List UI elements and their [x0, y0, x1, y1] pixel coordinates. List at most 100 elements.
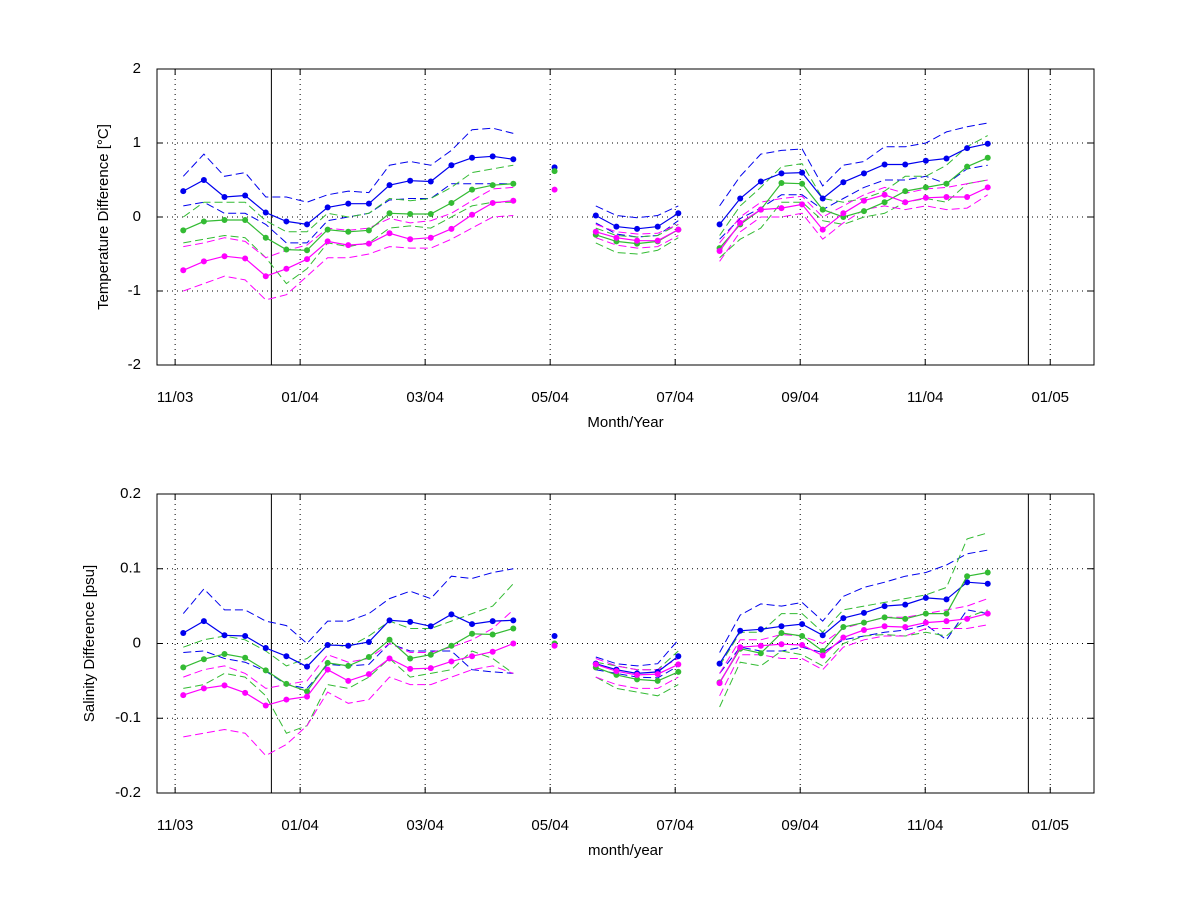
marker — [510, 640, 517, 647]
marker — [922, 619, 929, 626]
marker — [902, 161, 909, 168]
marker — [654, 677, 661, 684]
marker — [675, 653, 682, 660]
marker — [778, 630, 785, 637]
marker — [345, 662, 352, 669]
marker — [407, 618, 414, 625]
marker — [881, 623, 888, 630]
marker — [757, 642, 764, 649]
x-tick-label: 01/05 — [1031, 817, 1069, 834]
marker — [386, 210, 393, 217]
marker — [304, 247, 311, 254]
marker — [778, 623, 785, 630]
marker — [551, 642, 558, 649]
marker — [675, 226, 682, 233]
marker — [365, 240, 372, 247]
x-tick-label: 11/04 — [907, 817, 943, 834]
marker — [180, 267, 187, 274]
x-tick-label: 11/03 — [157, 389, 193, 406]
marker — [840, 615, 847, 622]
x-tick-label: 07/04 — [656, 817, 694, 834]
marker — [902, 615, 909, 622]
marker — [427, 651, 434, 658]
y-tick-label: -0.1 — [115, 709, 141, 726]
y-tick-label: 0 — [133, 208, 141, 225]
marker — [448, 658, 455, 665]
marker — [654, 671, 661, 678]
marker — [613, 668, 620, 675]
y-tick-label: 0.1 — [120, 560, 141, 577]
x-tick-label: 01/04 — [281, 389, 319, 406]
marker — [964, 163, 971, 170]
marker — [304, 256, 311, 263]
marker — [345, 200, 352, 207]
marker — [757, 626, 764, 633]
marker — [881, 614, 888, 621]
marker — [221, 216, 228, 223]
marker — [551, 186, 558, 193]
marker — [943, 610, 950, 617]
marker — [242, 689, 249, 696]
y-axis-label: Salinity Difference [psu] — [81, 565, 98, 722]
marker — [407, 236, 414, 243]
marker — [757, 650, 764, 657]
marker — [469, 211, 476, 218]
y-tick-label: -0.2 — [115, 784, 141, 801]
marker — [262, 702, 269, 709]
marker — [221, 253, 228, 260]
marker — [242, 216, 249, 223]
marker — [283, 246, 290, 253]
marker — [200, 618, 207, 625]
marker — [365, 639, 372, 646]
marker — [860, 170, 867, 177]
marker — [345, 642, 352, 649]
marker — [716, 248, 723, 255]
marker — [943, 596, 950, 603]
marker — [799, 169, 806, 176]
marker — [407, 655, 414, 662]
marker — [964, 573, 971, 580]
marker — [427, 623, 434, 630]
marker — [427, 211, 434, 218]
marker — [737, 644, 744, 651]
marker — [242, 633, 249, 640]
marker — [613, 234, 620, 241]
marker — [613, 223, 620, 230]
x-tick-label: 01/05 — [1031, 389, 1069, 406]
marker — [200, 177, 207, 183]
marker — [675, 661, 682, 668]
marker — [427, 234, 434, 241]
marker — [984, 154, 991, 161]
bound-line — [182, 549, 988, 667]
bound-line — [183, 609, 988, 734]
bound-line — [183, 164, 988, 244]
series-line — [183, 613, 988, 707]
marker — [489, 199, 496, 206]
marker — [242, 654, 249, 661]
marker — [283, 680, 290, 687]
x-axis-label: month/year — [588, 842, 663, 859]
bound-line — [183, 194, 988, 301]
marker — [840, 179, 847, 186]
marker — [943, 194, 950, 201]
marker — [757, 206, 764, 213]
marker — [902, 188, 909, 195]
marker — [262, 644, 269, 651]
marker — [654, 223, 661, 230]
marker — [407, 177, 414, 184]
marker — [840, 634, 847, 641]
y-tick-label: -1 — [128, 282, 141, 299]
marker — [324, 641, 331, 648]
marker — [716, 221, 723, 228]
plot-frame — [156, 68, 1095, 366]
marker — [922, 184, 929, 191]
bound-line — [183, 179, 988, 285]
marker — [778, 205, 785, 212]
marker — [737, 219, 744, 226]
x-tick-label: 03/04 — [406, 817, 444, 834]
marker — [964, 194, 971, 201]
marker — [860, 627, 867, 634]
series-line — [183, 571, 988, 693]
marker — [634, 225, 641, 232]
marker — [365, 200, 372, 207]
